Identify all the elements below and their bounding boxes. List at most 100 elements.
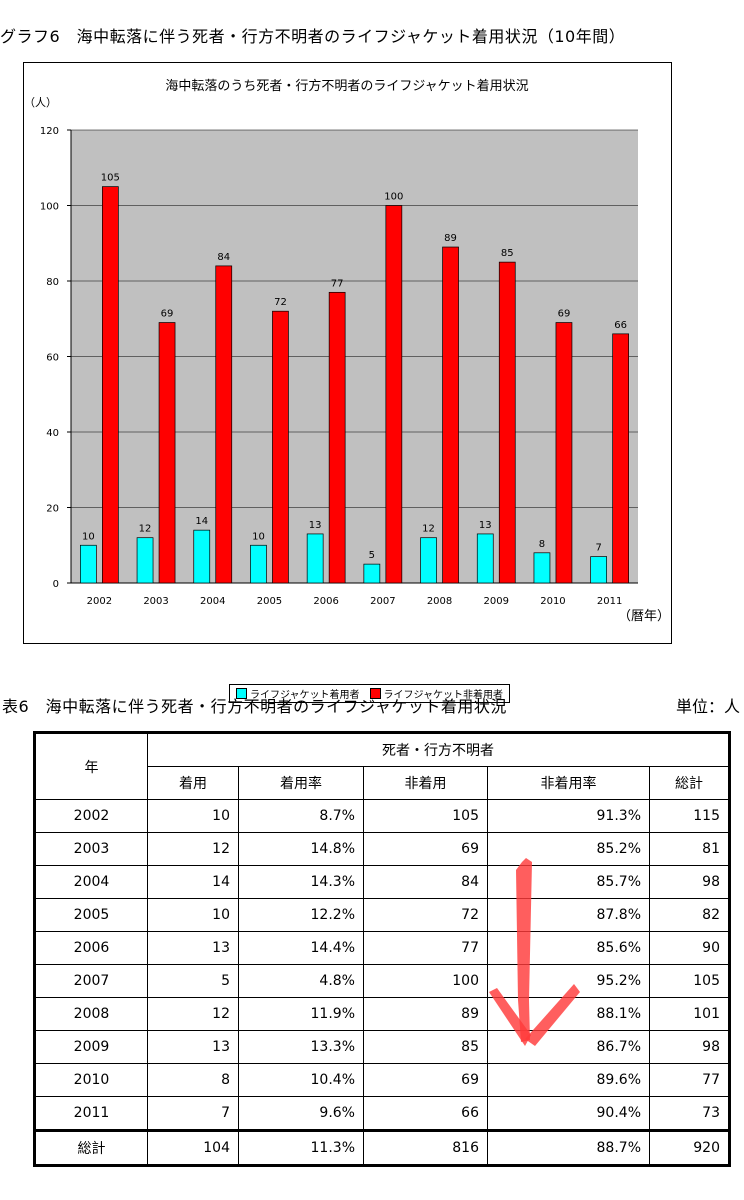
table-row: 2003 12 14.8% 69 85.2% 81	[34, 832, 730, 866]
table-cell-year: 2003	[34, 832, 148, 866]
figure-heading: グラフ6 海中転落に伴う死者・行方不明者のライフジャケット着用状況（10年間）	[0, 27, 626, 46]
bar-wearing	[363, 563, 381, 584]
data-label-not-wearing: 85	[501, 248, 514, 259]
x-tick-label: 2004	[200, 596, 225, 607]
legend-swatch-not-wearing	[369, 688, 381, 699]
bar-not-wearing	[101, 186, 119, 584]
data-label-not-wearing: 72	[274, 297, 287, 308]
table-cell: 91.3%	[487, 799, 650, 833]
y-tick-label: 0	[53, 579, 59, 590]
table-row: 2009 13 13.3% 85 86.7% 98	[34, 1030, 730, 1064]
x-tick-label: 2007	[370, 596, 395, 607]
data-label-wearing: 7	[595, 543, 601, 554]
bar-not-wearing	[158, 322, 176, 584]
bar-wearing	[420, 537, 437, 584]
table-cell: 12.2%	[238, 898, 364, 932]
data-table: 年 死者・行方不明者 着用 着用率 非着用 非着用率 総計 2002 10 8.7%…	[33, 731, 731, 1167]
table-cell: 10	[147, 799, 239, 833]
table-cell-year: 2007	[34, 964, 148, 998]
data-label-wearing: 10	[252, 531, 265, 542]
data-label-wearing: 5	[369, 550, 375, 561]
data-label-wearing: 12	[422, 524, 435, 535]
bar-wearing	[533, 552, 551, 584]
x-tick-label: 2002	[87, 596, 112, 607]
data-label-not-wearing: 84	[217, 252, 230, 263]
bar-not-wearing	[272, 310, 289, 584]
table-cell: 4.8%	[238, 964, 364, 998]
table-cell: 73	[649, 1096, 730, 1131]
table-cell: 90.4%	[487, 1096, 650, 1131]
table-cell-year: 2005	[34, 898, 148, 932]
table-cell: 12	[147, 832, 239, 866]
table-cell: 90	[649, 931, 730, 965]
bar-not-wearing	[442, 246, 459, 584]
chart-legend: ライフジャケット着用者 ライフジャケット非着用者	[229, 684, 510, 703]
legend-item-wearing: ライフジャケット着用者	[236, 686, 360, 701]
table-cell: 84	[363, 865, 488, 899]
x-axis-label: （暦年）	[618, 609, 670, 624]
table-cell: 5	[147, 964, 239, 998]
table-cell: 88.1%	[487, 997, 650, 1031]
table-cell: 85.6%	[487, 931, 650, 965]
data-label-wearing: 8	[539, 539, 545, 550]
table-cell: 13	[147, 1030, 239, 1064]
y-tick-label: 40	[46, 428, 59, 439]
bar-wearing	[193, 529, 211, 584]
bar-not-wearing	[612, 333, 630, 584]
column-header-not-wearing-rate: 非着用率	[487, 766, 650, 800]
y-axis-label: （人）	[24, 96, 57, 109]
column-header-not-wearing: 非着用	[363, 766, 488, 800]
table-cell: 105	[363, 799, 488, 833]
data-label-not-wearing: 69	[558, 309, 571, 320]
bar-not-wearing	[215, 265, 233, 584]
bar-wearing	[306, 533, 324, 584]
table-cell: 77	[649, 1063, 730, 1097]
table-row: 2011 7 9.6% 66 90.4% 73	[34, 1096, 730, 1131]
table-cell-year: 2011	[34, 1096, 148, 1131]
table-cell: 98	[649, 1030, 730, 1064]
bar-wearing	[79, 544, 97, 584]
x-tick-label: 2006	[313, 596, 338, 607]
table-cell: 14.4%	[238, 931, 364, 965]
bar-chart: 海中転落のうち死者・行方不明者のライフジャケット着用状況 （人） 0 20 40 60 80…	[24, 78, 670, 624]
table-cell: 105	[649, 964, 730, 998]
bar-not-wearing	[555, 322, 573, 584]
data-label-not-wearing: 77	[331, 278, 344, 289]
bar-wearing	[590, 556, 608, 584]
bar-wearing	[476, 533, 494, 584]
table-cell: 86.7%	[487, 1030, 650, 1064]
year-column-header: 年	[34, 732, 148, 800]
data-label-wearing: 14	[195, 516, 208, 527]
table-cell: 101	[649, 997, 730, 1031]
x-tick-label: 2005	[257, 596, 282, 607]
data-label-wearing: 12	[139, 524, 152, 535]
legend-swatch-wearing	[236, 688, 247, 699]
table-total-row: 総計 104 11.3% 816 88.7% 920	[34, 1129, 730, 1166]
table-cell-total: 816	[363, 1129, 488, 1166]
table-cell-year: 2006	[34, 931, 148, 965]
table-cell-total: 11.3%	[238, 1129, 364, 1166]
bar-not-wearing	[328, 291, 346, 584]
table-cell: 8.7%	[238, 799, 364, 833]
table-unit: 単位：人	[675, 697, 740, 716]
table-cell: 115	[649, 799, 730, 833]
x-tick-label: 2009	[484, 596, 509, 607]
legend-label-wearing: ライフジャケット着用者	[250, 690, 360, 701]
legend-item-not-wearing: ライフジャケット非着用者	[369, 686, 503, 701]
table-cell: 9.6%	[238, 1096, 364, 1131]
data-label-not-wearing: 69	[161, 309, 174, 320]
table-cell: 69	[363, 832, 488, 866]
data-label-not-wearing: 100	[384, 192, 403, 203]
table-cell-year: 2008	[34, 997, 148, 1031]
table-cell: 14.3%	[238, 865, 364, 899]
table-cell: 85	[363, 1030, 488, 1064]
table-cell-total-label: 総計	[34, 1129, 148, 1166]
data-label-wearing: 13	[479, 520, 492, 531]
table-row: 2007 5 4.8% 100 95.2% 105	[34, 964, 730, 998]
table-cell: 12	[147, 997, 239, 1031]
data-label-not-wearing: 89	[444, 233, 457, 244]
table-cell: 7	[147, 1096, 239, 1131]
table-cell-year: 2004	[34, 865, 148, 899]
data-label-wearing: 13	[309, 520, 322, 531]
table-cell-total: 88.7%	[487, 1129, 650, 1166]
